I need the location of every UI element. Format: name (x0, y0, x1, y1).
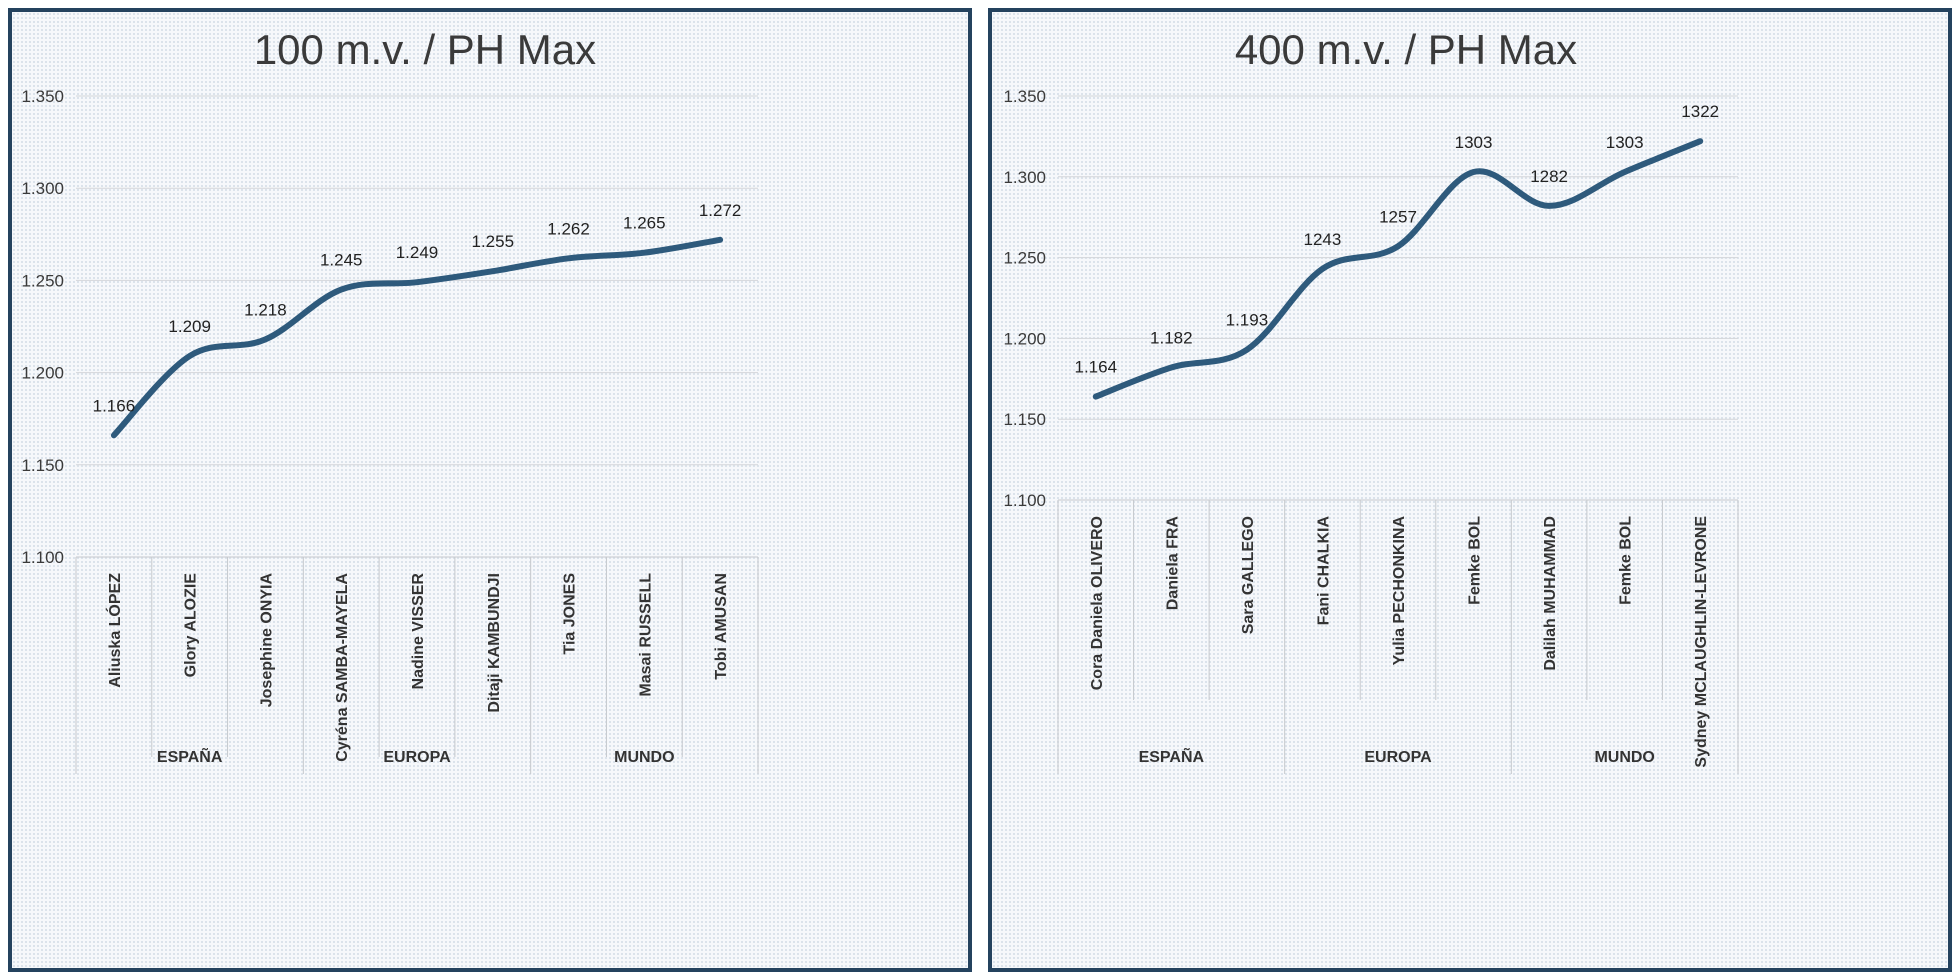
group-label: EUROPA (1364, 749, 1432, 766)
group-label: ESPAÑA (157, 746, 223, 766)
x-tick-label: Femke BOL (1467, 516, 1484, 605)
group-label: MUNDO (1594, 749, 1654, 766)
data-label: 1.255 (472, 232, 515, 251)
data-label: 1322 (1681, 102, 1719, 121)
chart-panel-400mv: 400 m.v. / PH Max 1.100 1.150 1.200 1.250 1.3… (988, 8, 1952, 972)
data-label: 1303 (1606, 133, 1644, 152)
data-label: 1.218 (244, 300, 287, 319)
data-label: 1282 (1530, 167, 1568, 186)
y-tick-label: 1.350 (21, 87, 64, 106)
x-tick-label: Fani CHALKIA (1315, 516, 1332, 626)
data-label: 1.209 (168, 317, 211, 336)
y-tick-label: 1.100 (21, 548, 64, 567)
data-label: 1.166 (93, 396, 136, 415)
x-tick-label: Josephine ONYIA (258, 573, 275, 708)
y-tick-label: 1.200 (21, 364, 64, 383)
data-label: 1.249 (396, 243, 439, 262)
x-tick-label: Sara GALLEGO (1240, 516, 1257, 634)
y-tick-label: 1.150 (1003, 410, 1046, 429)
data-label: 1.245 (320, 251, 363, 270)
chart-title: 100 m.v. / PH Max (254, 26, 596, 73)
x-tick-label: Aliuska LÓPEZ (105, 573, 124, 688)
y-tick-label: 1.100 (1003, 491, 1046, 510)
y-tick-label: 1.250 (1003, 249, 1046, 268)
x-tick-label: Yulia PECHONKINA (1391, 516, 1408, 666)
x-tick-label: Tia JONES (562, 573, 579, 655)
x-tick-label: Glory ALOZIE (183, 573, 200, 678)
chart-400mv: 400 m.v. / PH Max 1.100 1.150 1.200 1.250 1.3… (1003, 26, 1739, 774)
group-label: MUNDO (614, 749, 674, 766)
chart-100mv: 100 m.v. / PH Max 1.100 1.150 1.200 1.250 1.3… (21, 26, 759, 774)
y-tick-label: 1.350 (1003, 87, 1046, 106)
x-tick-label: Ditaji KAMBUNDJI (486, 573, 503, 713)
data-label: 1.193 (1226, 311, 1269, 330)
data-label: 1.182 (1150, 328, 1193, 347)
data-label: 1.262 (547, 219, 590, 238)
x-tick-label: Dalilah MUHAMMAD (1542, 516, 1559, 671)
data-label: 1243 (1304, 230, 1342, 249)
x-tick-label: Cyréna SAMBA-MAYELA (334, 573, 351, 762)
x-tick-label: Daniela FRA (1164, 516, 1181, 611)
series-line (110, 236, 724, 439)
chart-title: 400 m.v. / PH Max (1235, 26, 1577, 73)
x-tick-label: Masai RUSSELL (637, 573, 654, 697)
x-tick-label: Femke BOL (1618, 516, 1635, 605)
group-label: EUROPA (383, 749, 451, 766)
x-tick-label: Sydney MCLAUGHLIN-LEVRONE (1693, 516, 1710, 768)
y-tick-label: 1.200 (1003, 329, 1046, 348)
data-label: 1.265 (623, 214, 666, 233)
y-tick-label: 1.300 (21, 179, 64, 198)
y-tick-label: 1.150 (21, 456, 64, 475)
series-line (1092, 138, 1704, 400)
data-label: 1303 (1455, 133, 1493, 152)
data-label: 1.272 (699, 201, 742, 220)
x-tick-label: Cora Daniela OLIVERO (1089, 516, 1106, 690)
data-label: 1.164 (1075, 358, 1118, 377)
x-tick-label: Nadine VISSER (410, 573, 427, 690)
y-tick-label: 1.300 (1003, 168, 1046, 187)
data-label: 1257 (1379, 207, 1417, 226)
y-tick-label: 1.250 (21, 271, 64, 290)
group-label: ESPAÑA (1139, 746, 1205, 766)
chart-panel-100mv: 100 m.v. / PH Max 1.100 1.150 1.200 1.250 1.3… (8, 8, 972, 972)
x-tick-label: Tobi AMUSAN (713, 573, 730, 680)
